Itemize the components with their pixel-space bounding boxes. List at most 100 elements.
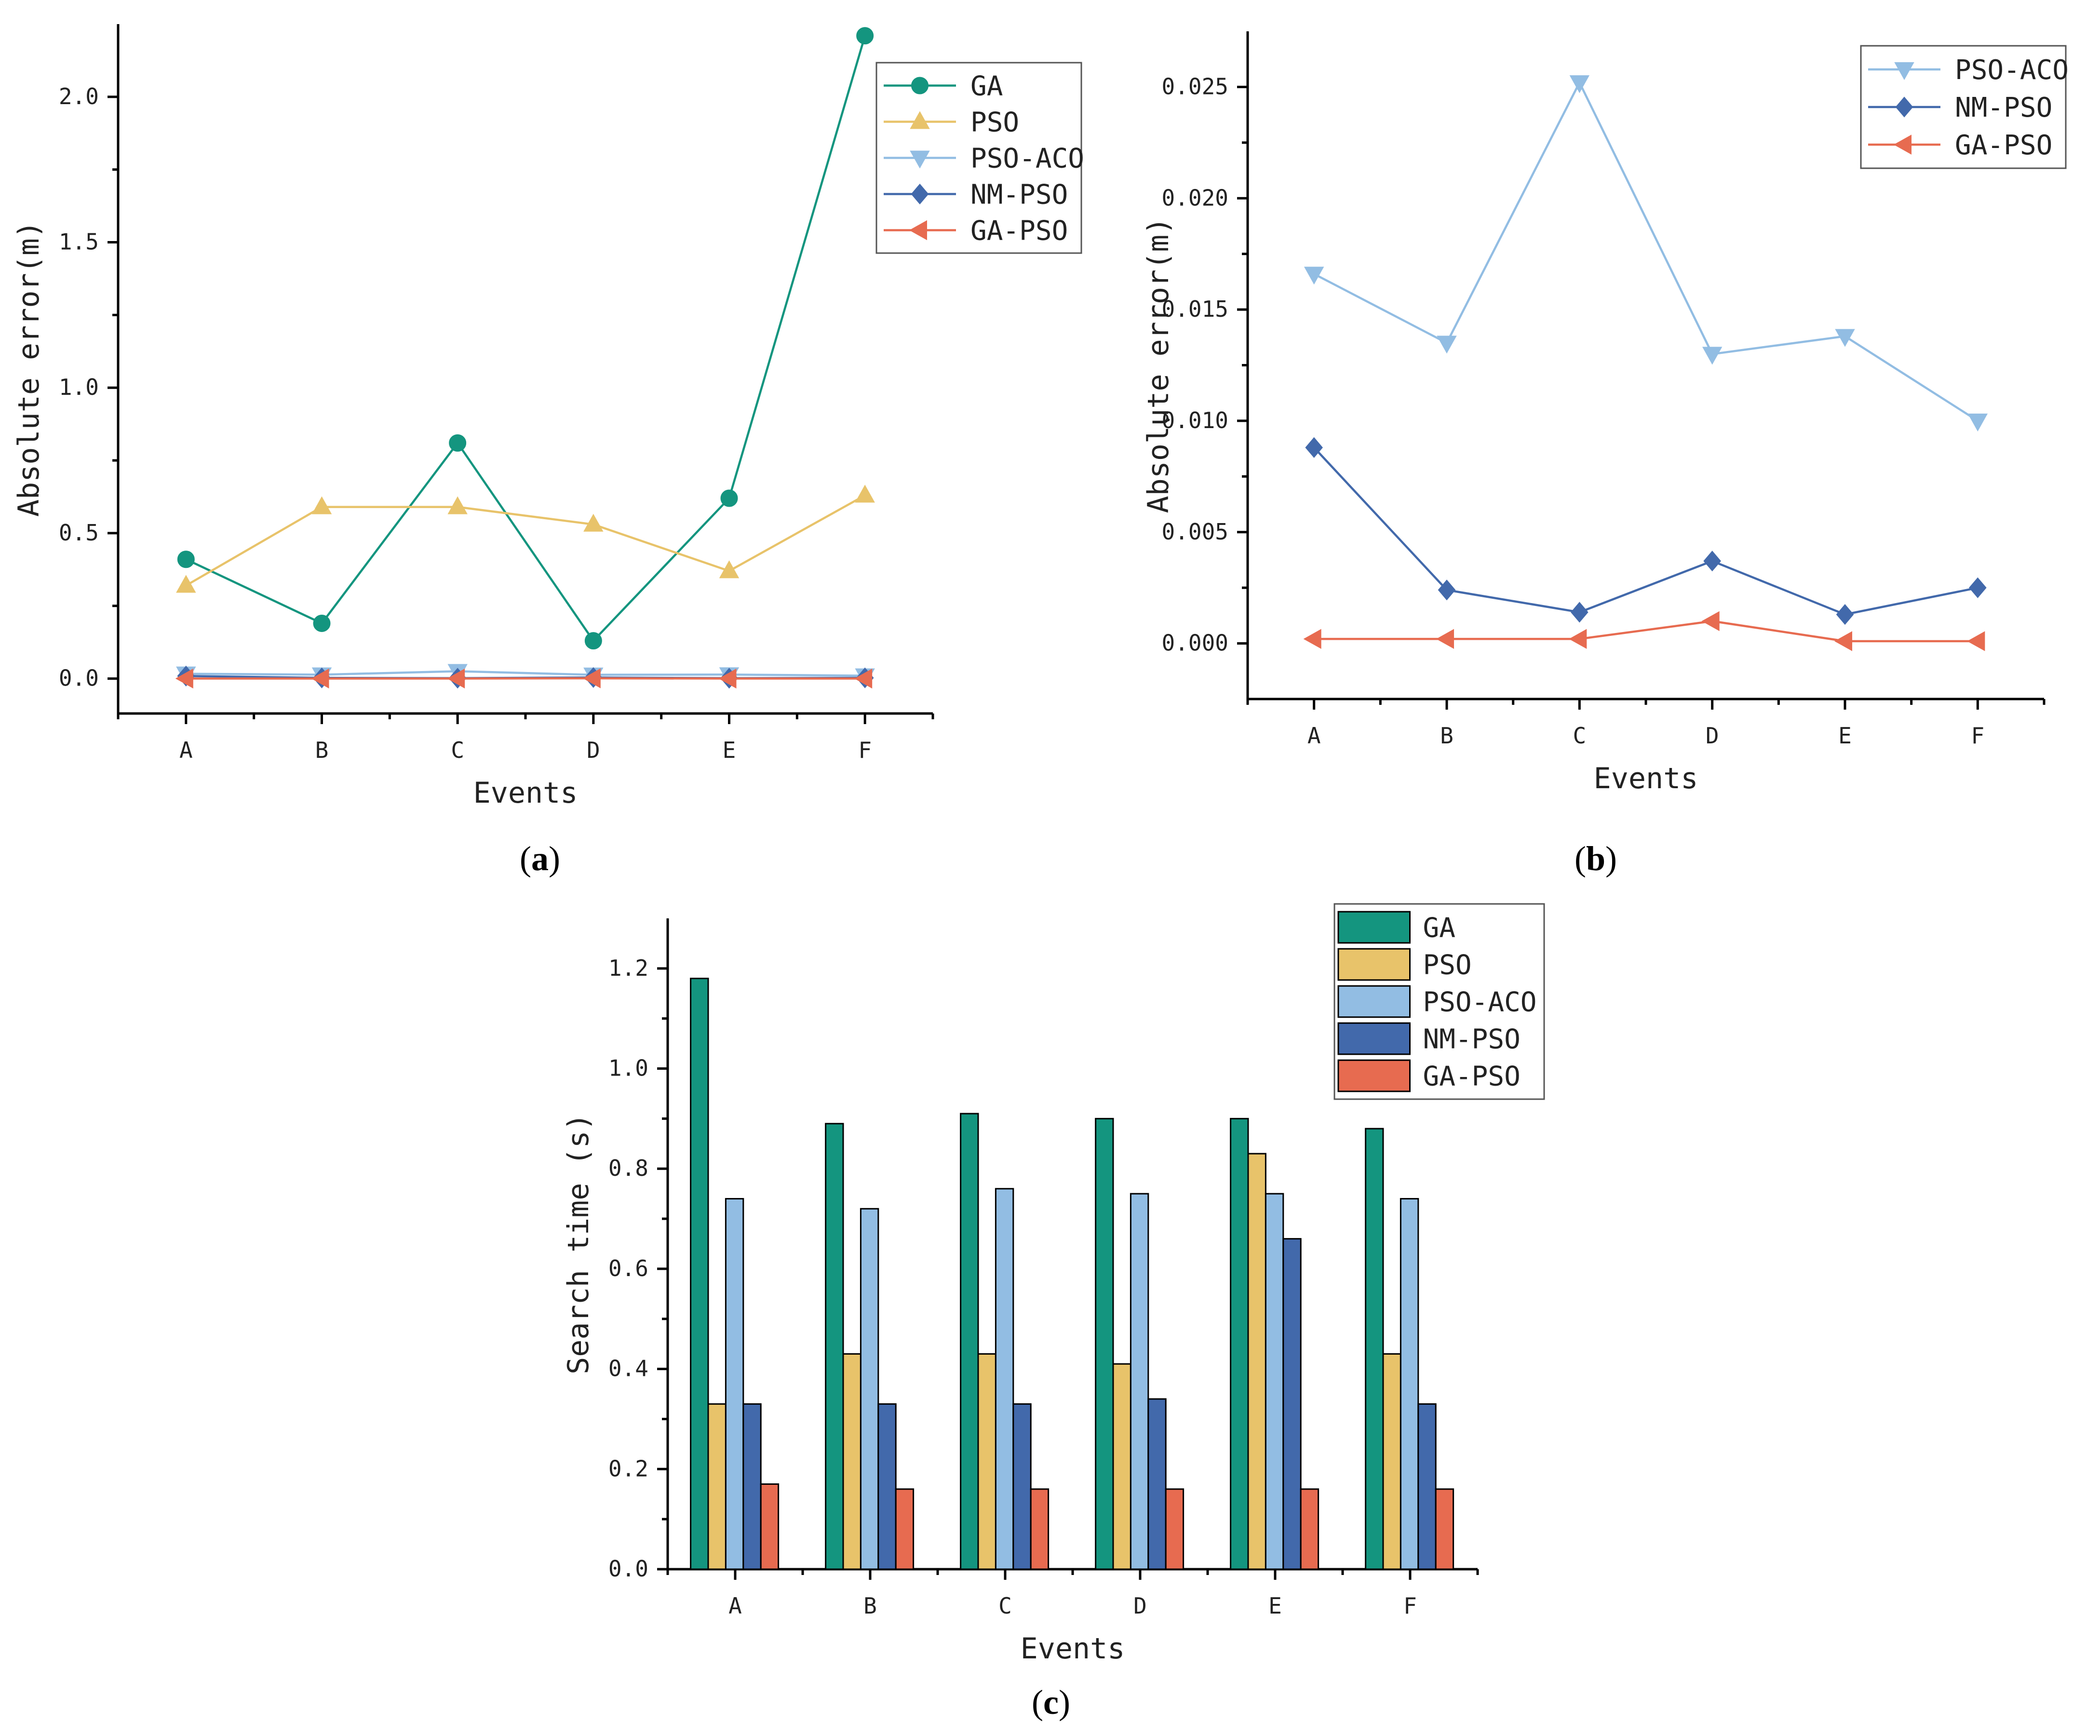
legend: PSO-ACO NM-PSO GA-PSO bbox=[1860, 45, 2069, 169]
x-tick-label: D bbox=[1706, 723, 1719, 749]
data-point bbox=[1305, 437, 1323, 458]
x-tick-label: B bbox=[863, 1593, 877, 1619]
bar bbox=[825, 1123, 844, 1570]
legend-marker bbox=[1893, 135, 1912, 155]
bar bbox=[1435, 1488, 1454, 1570]
data-point bbox=[582, 668, 601, 688]
data-point bbox=[854, 668, 873, 689]
bar bbox=[1030, 1488, 1050, 1570]
y-tick-label: 0.025 bbox=[1162, 73, 1228, 99]
y-tick-label: 0.2 bbox=[608, 1455, 648, 1481]
x-tick-label: F bbox=[858, 737, 872, 763]
data-point bbox=[175, 668, 193, 689]
x-tick-label: E bbox=[723, 737, 736, 763]
panel-caption: (c) bbox=[1032, 1683, 1070, 1722]
series-line bbox=[186, 677, 865, 680]
x-tick-label: F bbox=[1971, 723, 1984, 749]
x-tick-label: E bbox=[1838, 723, 1852, 749]
legend-item: GA-PSO bbox=[1868, 130, 2052, 161]
x-tick-label: E bbox=[1268, 1593, 1282, 1619]
legend-marker bbox=[1894, 62, 1914, 81]
bar bbox=[977, 1353, 996, 1570]
y-tick-label: 1.2 bbox=[608, 955, 648, 981]
bar bbox=[760, 1483, 780, 1570]
data-point bbox=[1835, 329, 1855, 347]
y-tick-label: 0.005 bbox=[1162, 519, 1228, 545]
y-axis-label: Search time (s) bbox=[562, 1113, 595, 1374]
y-tick-label: 0.0 bbox=[59, 665, 99, 691]
legend-item: NM-PSO bbox=[1868, 92, 2052, 123]
legend-label: NM-PSO bbox=[1955, 92, 2052, 123]
legend-label: NM-PSO bbox=[1423, 1024, 1521, 1055]
legend-item: PSO bbox=[1337, 948, 1472, 981]
data-point bbox=[177, 551, 195, 568]
legend-item: PSO bbox=[884, 107, 1019, 138]
x-tick-label: C bbox=[998, 1593, 1012, 1619]
bar bbox=[842, 1353, 862, 1570]
legend-label: PSO-ACO bbox=[1423, 987, 1537, 1018]
x-tick-label: A bbox=[179, 737, 193, 763]
data-point bbox=[1569, 75, 1590, 94]
bar bbox=[1382, 1353, 1401, 1570]
legend-item: GA bbox=[1337, 911, 1455, 944]
bar bbox=[690, 978, 709, 1570]
series-line bbox=[185, 494, 866, 587]
series-ga bbox=[177, 27, 874, 650]
data-point bbox=[1703, 551, 1721, 572]
data-point bbox=[720, 489, 738, 507]
y-axis-label: Absolute error(m) bbox=[12, 221, 46, 517]
y-tick-label: 0.5 bbox=[59, 520, 99, 546]
data-point bbox=[1701, 611, 1720, 632]
bar bbox=[1247, 1153, 1266, 1570]
x-tick-label: A bbox=[1307, 723, 1321, 749]
data-point bbox=[311, 496, 332, 514]
legend-item: GA bbox=[884, 71, 1003, 102]
legend-swatch bbox=[1337, 985, 1411, 1018]
legend-marker bbox=[1895, 96, 1913, 118]
data-point bbox=[1569, 629, 1587, 649]
legend-label: GA bbox=[1423, 913, 1455, 944]
legend-label: PSO bbox=[970, 107, 1019, 138]
bar bbox=[1282, 1238, 1302, 1570]
data-point bbox=[1303, 629, 1321, 649]
legend-marker bbox=[910, 150, 930, 169]
legend-label: GA-PSO bbox=[1955, 130, 2052, 161]
legend-label: GA-PSO bbox=[1423, 1061, 1521, 1092]
x-tick-label: F bbox=[1403, 1593, 1417, 1619]
bar bbox=[1130, 1193, 1149, 1570]
legend-swatch bbox=[1337, 911, 1411, 944]
bar bbox=[995, 1188, 1014, 1570]
legend-item: PSO-ACO bbox=[884, 143, 1084, 175]
legend-marker bbox=[911, 183, 929, 205]
y-tick-label: 0.0 bbox=[608, 1556, 648, 1582]
x-tick-label: C bbox=[451, 737, 464, 763]
bar bbox=[877, 1403, 897, 1570]
bar bbox=[725, 1198, 744, 1570]
legend-swatch bbox=[1337, 948, 1411, 981]
data-point bbox=[176, 575, 196, 593]
bar bbox=[1400, 1198, 1419, 1570]
series-ga-pso bbox=[1303, 611, 1985, 651]
legend-label: PSO-ACO bbox=[1955, 54, 2069, 86]
series-line bbox=[1313, 446, 1978, 616]
x-tick-label: D bbox=[587, 737, 600, 763]
legend-label: PSO-ACO bbox=[970, 143, 1084, 175]
bar bbox=[895, 1488, 915, 1570]
x-tick-label: D bbox=[1133, 1593, 1147, 1619]
legend-marker bbox=[911, 77, 929, 94]
legend-item: GA-PSO bbox=[1337, 1059, 1521, 1092]
bar bbox=[1012, 1403, 1032, 1570]
legend-label: GA bbox=[970, 71, 1003, 102]
legend-label: PSO bbox=[1423, 950, 1472, 981]
legend-label: NM-PSO bbox=[970, 179, 1068, 211]
legend-item: NM-PSO bbox=[884, 179, 1068, 211]
data-point bbox=[583, 513, 604, 532]
y-tick-label: 2.0 bbox=[59, 83, 99, 109]
bar bbox=[1165, 1488, 1185, 1570]
data-point bbox=[1304, 267, 1324, 285]
bar bbox=[1417, 1403, 1437, 1570]
data-point bbox=[1437, 336, 1457, 354]
chart-a: 0.0 0.5 1.0 1.5 2.0 A B C D E F Events Absolute erro… bbox=[12, 24, 1084, 878]
data-point bbox=[1438, 579, 1456, 601]
